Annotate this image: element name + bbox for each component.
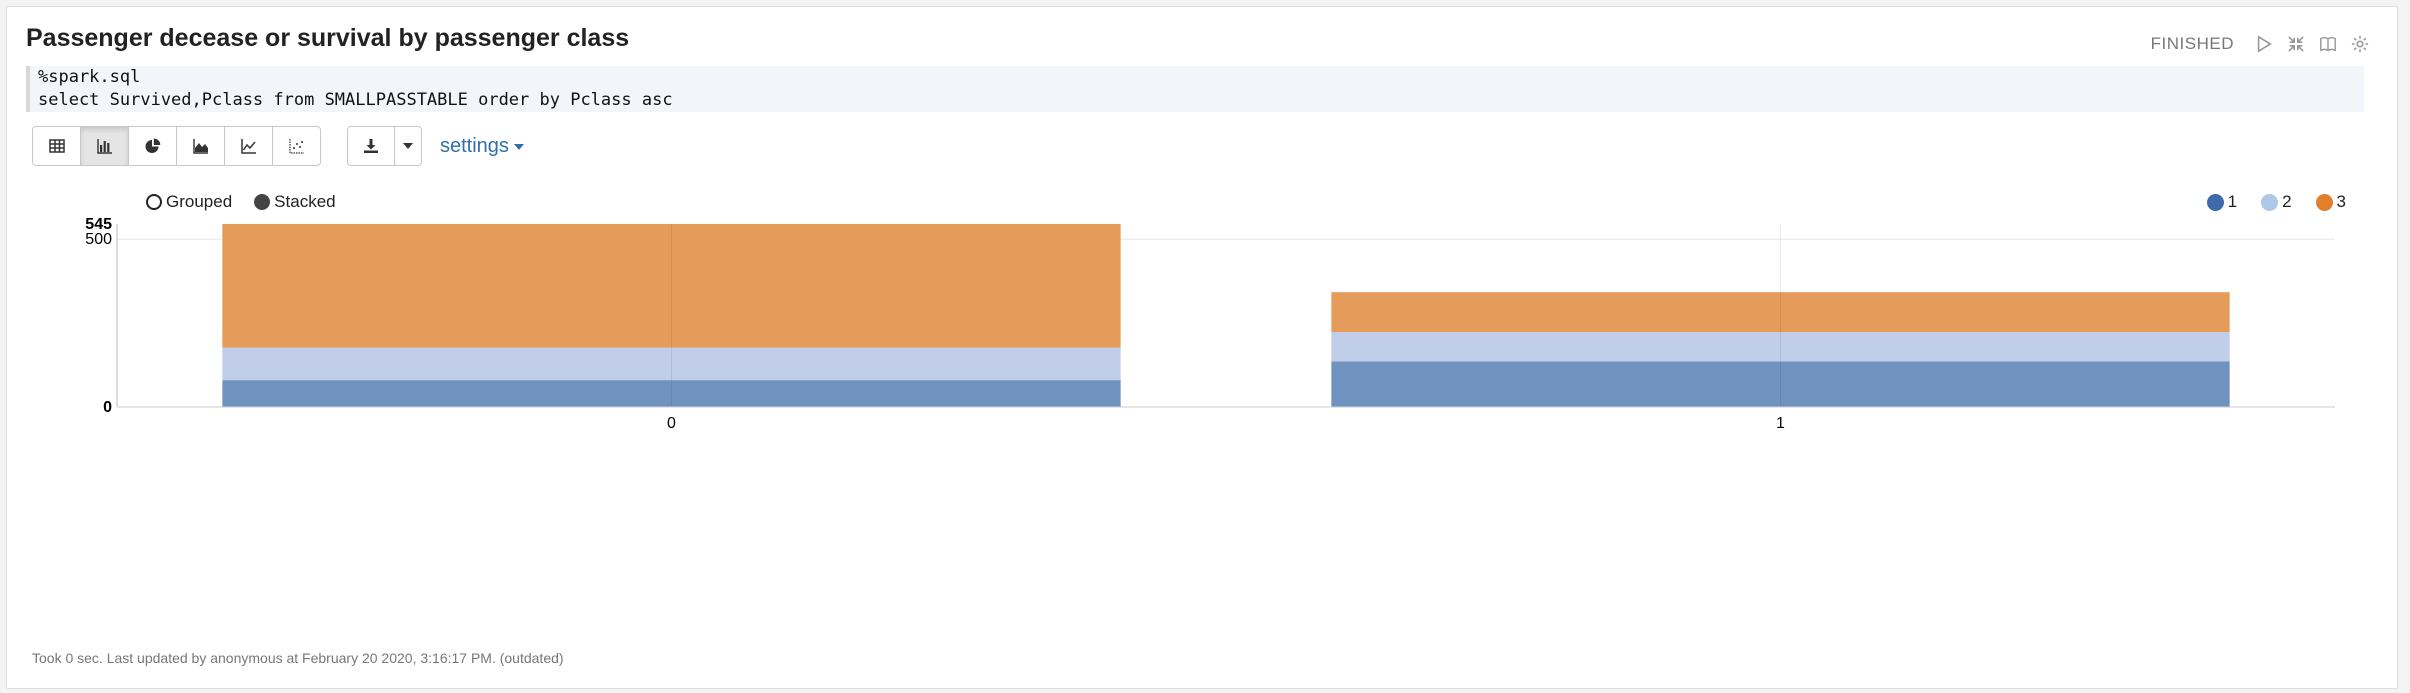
bar-segment	[222, 224, 1121, 348]
caret-down-icon	[403, 143, 413, 149]
pie-chart-icon	[145, 138, 160, 153]
y-tick-label: 500	[85, 231, 112, 248]
bar-chart-icon	[96, 139, 112, 154]
download-options-dropdown[interactable]	[395, 126, 422, 166]
paragraph-controls: FINISHED	[2151, 34, 2370, 54]
stacked-label: Stacked	[274, 192, 336, 211]
legend-label: 1	[2227, 192, 2238, 211]
grouped-label: Grouped	[166, 192, 233, 211]
chart-mode-toggle: Grouped Stacked	[146, 192, 336, 212]
collapse-icon[interactable]	[2286, 34, 2306, 54]
area-chart-button[interactable]	[176, 126, 225, 166]
book-icon[interactable]	[2318, 34, 2338, 54]
line-chart-button[interactable]	[224, 126, 273, 166]
bar-segment	[1331, 292, 2230, 333]
bar-segment	[1331, 361, 2230, 407]
legend-swatch	[2261, 193, 2279, 211]
download-icon	[364, 139, 378, 153]
paragraph-title[interactable]: Passenger decease or survival by passeng…	[26, 24, 630, 52]
table-icon	[48, 139, 65, 153]
x-tick-label: 1	[1776, 415, 1785, 432]
download-button[interactable]	[347, 126, 395, 166]
bar-segment	[222, 380, 1121, 407]
area-chart-icon	[192, 139, 208, 154]
run-icon[interactable]	[2254, 34, 2274, 54]
x-tick-label: 0	[667, 415, 676, 432]
caret-down-icon	[513, 143, 524, 150]
grouped-option[interactable]: Grouped	[146, 192, 232, 212]
legend-item-3[interactable]: 3	[2315, 192, 2346, 212]
legend-swatch	[2206, 193, 2224, 211]
chart-legend: 1 2 3	[2206, 192, 2346, 212]
gear-icon[interactable]	[2350, 34, 2370, 54]
scatter-chart-button[interactable]	[272, 126, 321, 166]
settings-dropdown[interactable]: settings	[440, 135, 525, 158]
status-label: FINISHED	[2150, 34, 2234, 53]
legend-label: 2	[2282, 192, 2292, 211]
bar-segment	[1331, 332, 2230, 362]
legend-item-1[interactable]: 1	[2206, 192, 2238, 212]
pie-chart-button[interactable]	[128, 126, 177, 166]
legend-item-2[interactable]: 2	[2261, 192, 2292, 212]
table-view-button[interactable]	[32, 126, 81, 166]
line-chart-icon	[240, 139, 256, 154]
settings-label: settings	[440, 135, 509, 157]
grouped-radio[interactable]	[146, 194, 162, 210]
y-tick-label: 0	[103, 399, 112, 416]
code-editor-line-2[interactable]: select Survived,Pclass from SMALLPASSTAB…	[26, 89, 2364, 112]
code-editor-line-1[interactable]: %spark.sql	[26, 66, 2364, 89]
scatter-chart-icon	[288, 139, 304, 154]
stacked-option[interactable]: Stacked	[254, 192, 336, 212]
visualization-toolbar	[32, 126, 321, 166]
y-tick-label: 545	[85, 216, 112, 233]
stacked-radio[interactable]	[254, 194, 271, 210]
paragraph-footer: Took 0 sec. Last updated by anonymous at…	[32, 650, 564, 666]
legend-swatch	[2315, 193, 2333, 211]
bar-segment	[222, 347, 1121, 381]
download-group	[347, 126, 422, 166]
legend-label: 3	[2336, 192, 2346, 211]
